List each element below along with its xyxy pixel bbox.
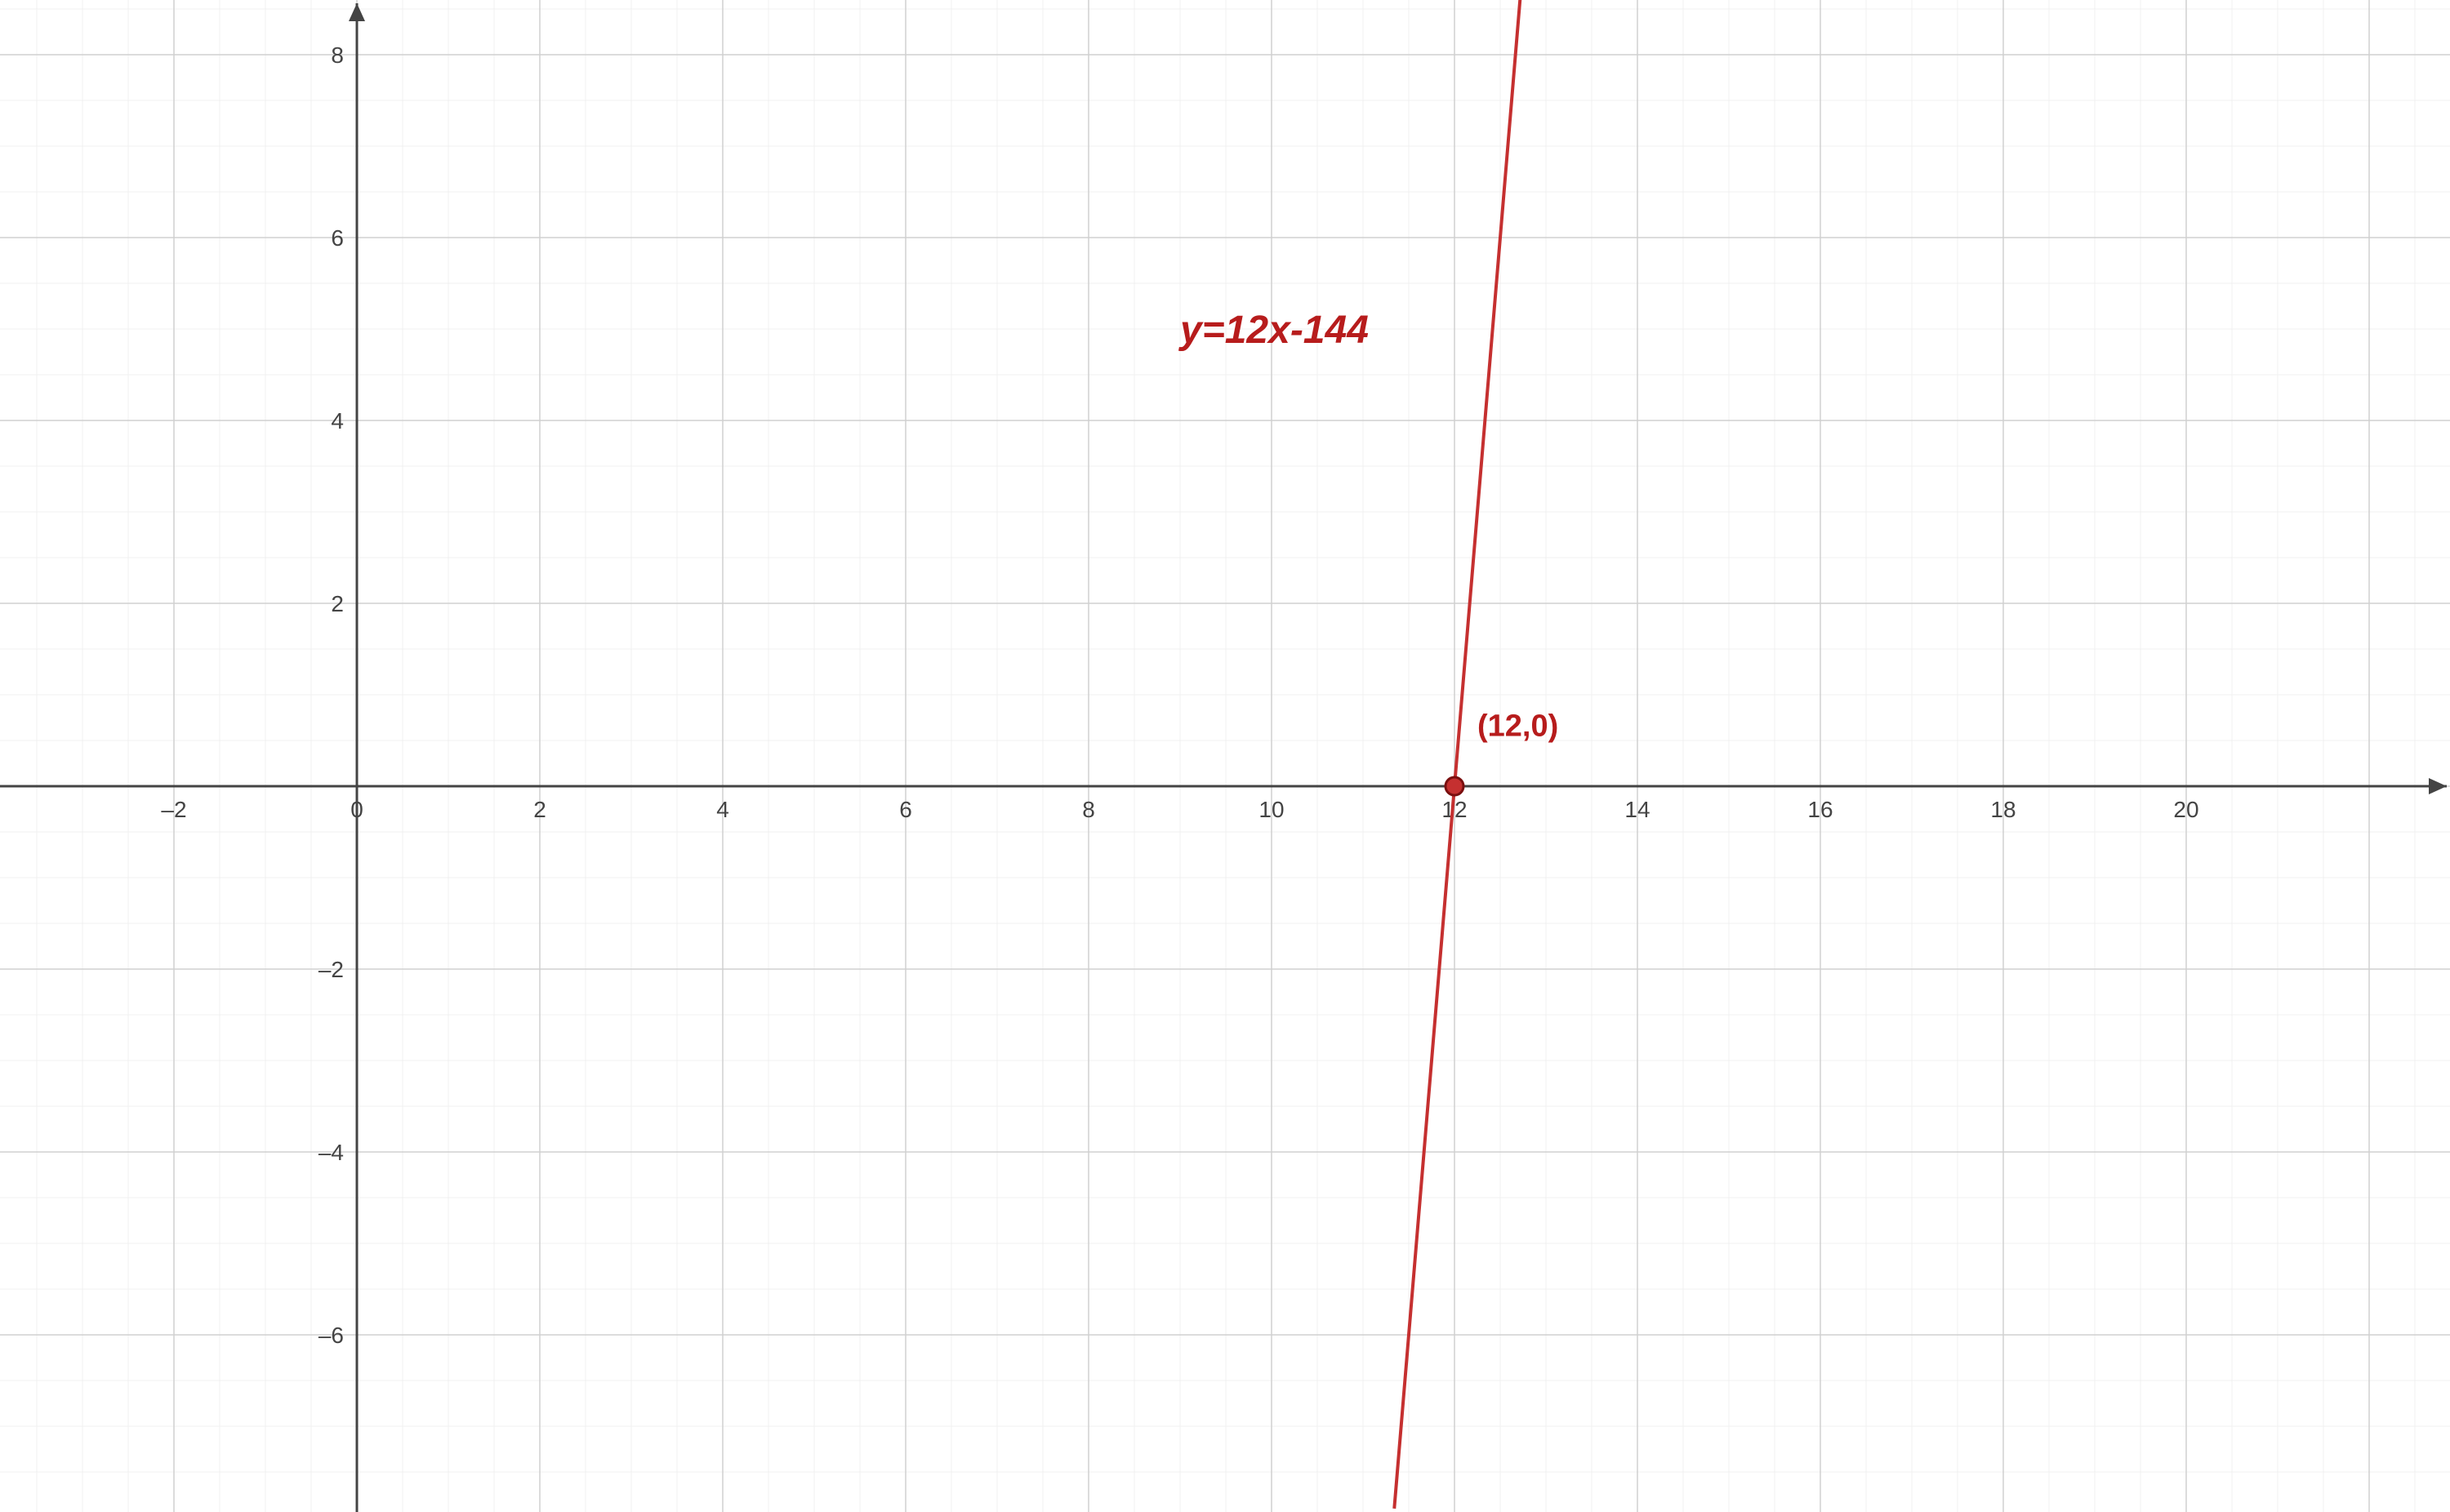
- x-tick-label: 14: [1624, 797, 1650, 822]
- x-tick-label: 10: [1258, 797, 1284, 822]
- function-line: [1394, 0, 1520, 1509]
- x-tick-label: –2: [161, 797, 186, 822]
- x-tick-label: 0: [350, 797, 363, 822]
- y-tick-label: 6: [331, 225, 344, 251]
- equation-label: y=12x-144: [1178, 309, 1369, 352]
- x-tick-label: 20: [2173, 797, 2198, 822]
- y-axis-arrow-icon: [349, 3, 365, 21]
- y-tick-label: –2: [318, 957, 344, 982]
- intercept-point: [1446, 777, 1463, 795]
- x-tick-label: 2: [533, 797, 546, 822]
- y-tick-label: 2: [331, 591, 344, 616]
- x-axis-arrow-icon: [2429, 778, 2447, 794]
- x-tick-label: 8: [1082, 797, 1095, 822]
- y-tick-label: 4: [331, 408, 344, 434]
- y-tick-label: –4: [318, 1140, 344, 1165]
- x-tick-label: 16: [1807, 797, 1833, 822]
- line-chart: –202468101214161820–6–4–22468y=12x-144(1…: [0, 0, 2450, 1512]
- point-label: (12,0): [1477, 709, 1558, 743]
- x-tick-label: 18: [1990, 797, 2016, 822]
- x-tick-label: 6: [899, 797, 912, 822]
- y-tick-label: –6: [318, 1323, 344, 1348]
- y-tick-label: 8: [331, 42, 344, 68]
- x-tick-label: 4: [716, 797, 729, 822]
